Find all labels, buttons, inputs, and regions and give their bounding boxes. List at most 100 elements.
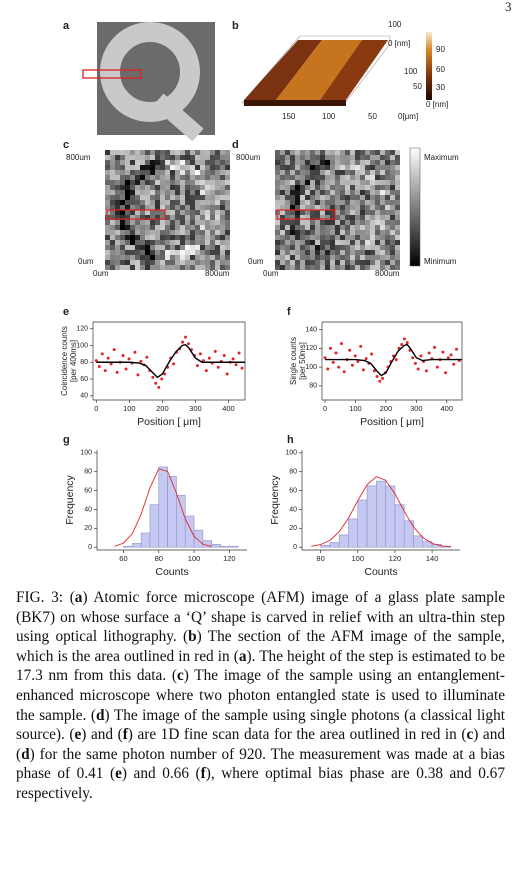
x-tick-label: 140: [426, 554, 439, 563]
pixel: [150, 175, 155, 180]
axis-tick-label: 50: [368, 112, 377, 121]
pixel: [310, 220, 315, 225]
pixel: [310, 240, 315, 245]
pixel: [330, 175, 335, 180]
pixel: [125, 225, 130, 230]
data-point: [154, 381, 158, 385]
pixel: [150, 205, 155, 210]
pixel: [315, 235, 320, 240]
pixel: [365, 190, 370, 195]
pixel: [370, 150, 375, 155]
pixel: [315, 200, 320, 205]
pixel: [345, 155, 350, 160]
pixel: [125, 200, 130, 205]
pixel: [305, 200, 310, 205]
pixel: [335, 150, 340, 155]
pixel: [195, 245, 200, 250]
pixel: [390, 160, 395, 165]
pixel: [130, 265, 135, 270]
pixel: [355, 235, 360, 240]
pixel: [325, 235, 330, 240]
pixel: [320, 250, 325, 255]
x-axis-label: Position [ μm]: [137, 416, 201, 428]
panel-label: e: [63, 306, 69, 318]
pixel: [380, 160, 385, 165]
pixel: [375, 150, 380, 155]
pixel: [125, 150, 130, 155]
pixel: [360, 265, 365, 270]
pixel: [285, 195, 290, 200]
pixel: [180, 170, 185, 175]
pixel: [275, 185, 280, 190]
axis-tick-label: 0um: [78, 257, 94, 266]
pixel: [220, 200, 225, 205]
pixel: [335, 180, 340, 185]
pixel: [395, 210, 400, 215]
pixel: [300, 160, 305, 165]
pixel: [365, 175, 370, 180]
pixel: [195, 240, 200, 245]
pixel: [275, 190, 280, 195]
pixel: [310, 150, 315, 155]
pixel: [165, 205, 170, 210]
pixel: [140, 245, 145, 250]
pixel: [135, 235, 140, 240]
pixel: [150, 260, 155, 265]
pixel: [280, 215, 285, 220]
pixel: [375, 185, 380, 190]
pixel: [225, 230, 230, 235]
pixel: [375, 240, 380, 245]
pixel: [295, 215, 300, 220]
pixel: [340, 230, 345, 235]
pixel: [340, 240, 345, 245]
pixel: [180, 265, 185, 270]
pixel: [380, 260, 385, 265]
data-point: [100, 352, 104, 356]
pixel: [335, 255, 340, 260]
pixel: [385, 215, 390, 220]
pixel: [200, 205, 205, 210]
data-point: [449, 353, 453, 357]
pixel: [130, 230, 135, 235]
pixel: [390, 155, 395, 160]
pixel: [135, 255, 140, 260]
pixel: [105, 225, 110, 230]
pixel: [285, 175, 290, 180]
pixel: [300, 195, 305, 200]
pixel: [215, 215, 220, 220]
pixel: [190, 165, 195, 170]
pixel: [345, 170, 350, 175]
fit-line: [114, 468, 212, 547]
pixel: [225, 225, 230, 230]
pixel: [145, 195, 150, 200]
pixel: [290, 215, 295, 220]
pixel: [135, 195, 140, 200]
pixel: [150, 180, 155, 185]
colorbar-tick-label: 0 [nm]: [426, 100, 448, 109]
axis-tick-label: 150: [282, 112, 296, 121]
pixel: [390, 265, 395, 270]
pixel: [180, 165, 185, 170]
y-tick-label: 140: [305, 326, 317, 333]
pixel: [135, 190, 140, 195]
data-point: [145, 355, 149, 359]
data-point: [237, 351, 241, 355]
pixel: [200, 215, 205, 220]
pixel: [140, 195, 145, 200]
pixel: [220, 205, 225, 210]
pixel: [195, 215, 200, 220]
x-tick-label: 120: [223, 554, 236, 563]
pixel: [180, 190, 185, 195]
pixel: [185, 170, 190, 175]
pixel: [180, 215, 185, 220]
pixel: [380, 245, 385, 250]
pixel: [365, 200, 370, 205]
pixel: [200, 155, 205, 160]
pixel: [120, 205, 125, 210]
histogram-bar: [338, 534, 349, 548]
fit-line: [311, 476, 451, 548]
pixel: [160, 150, 165, 155]
data-point: [124, 367, 128, 371]
pixel: [130, 245, 135, 250]
pixel: [340, 195, 345, 200]
